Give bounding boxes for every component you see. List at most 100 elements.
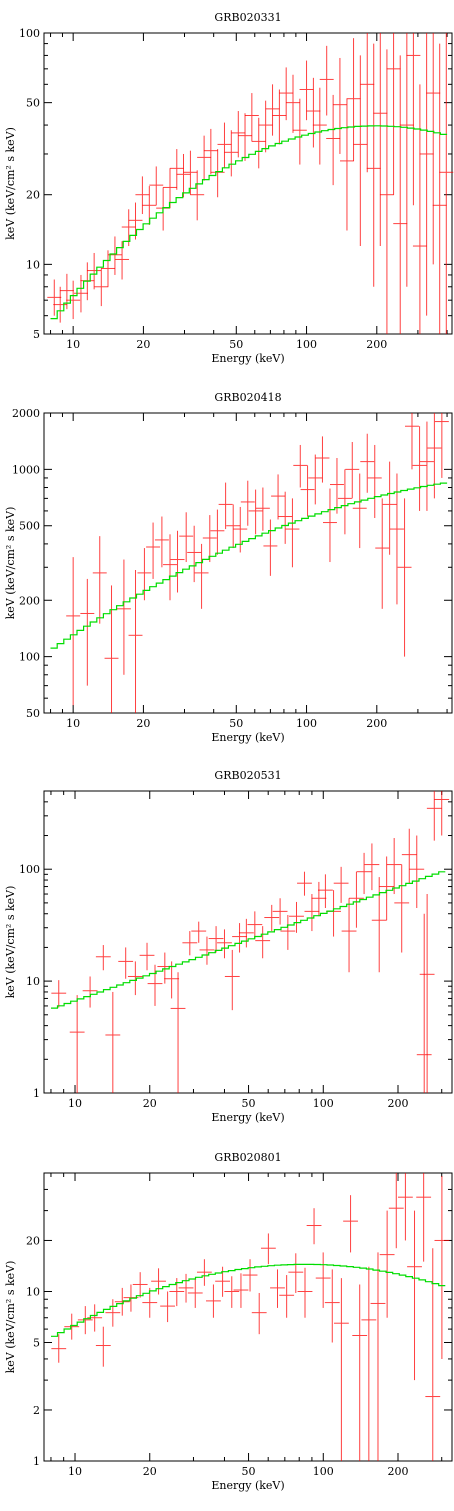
data-point: [154, 516, 169, 568]
data-point: [66, 557, 81, 706]
data-point: [360, 433, 375, 493]
y-tick-label: 10: [26, 975, 40, 988]
data-point: [360, 33, 375, 173]
data-point: [272, 89, 287, 145]
data-point: [224, 130, 239, 177]
data-point: [80, 578, 95, 686]
data-point: [416, 1173, 432, 1262]
y-tick-label: 50: [26, 707, 40, 720]
data-point: [356, 852, 372, 895]
data-point: [319, 45, 334, 116]
data-point: [187, 525, 202, 583]
data-point: [53, 286, 68, 323]
data-point: [315, 1252, 331, 1308]
data-point: [317, 874, 333, 909]
data-point: [285, 498, 300, 568]
data-point: [238, 918, 254, 948]
data-point: [203, 128, 218, 175]
data-point: [364, 843, 380, 891]
data-point: [326, 94, 341, 186]
model-curve: [50, 125, 448, 320]
chart-title: GRB020418: [214, 391, 281, 404]
model-curve: [50, 482, 448, 649]
data-point: [292, 98, 307, 165]
data-point: [77, 1306, 93, 1335]
data-point: [382, 461, 397, 555]
data-point: [255, 487, 270, 531]
data-point: [394, 864, 410, 953]
data-point: [170, 530, 185, 593]
data-point: [82, 976, 98, 1008]
chart-title: GRB020331: [214, 11, 281, 24]
data-point: [87, 252, 102, 290]
plot-frame: [43, 1172, 453, 1462]
x-tick-label: 50: [242, 1465, 256, 1478]
data-point: [286, 74, 300, 133]
data-point: [64, 1313, 80, 1340]
data-point: [407, 1210, 422, 1381]
data-point: [187, 1278, 203, 1308]
y-axis-label: keV (keV/cm² s keV): [4, 886, 17, 999]
data-point: [196, 1259, 212, 1286]
data-point: [115, 241, 130, 280]
data-point: [128, 202, 143, 240]
x-tick-label: 200: [366, 338, 387, 351]
data-point: [197, 135, 212, 181]
data-point: [132, 1272, 148, 1298]
chart-title: GRB020801: [214, 1151, 281, 1164]
chart-grb020531: GRB020531 10 20 50 100 200 1 10 100 Energy (keV) k…: [4, 769, 453, 1124]
data-point: [332, 57, 347, 154]
data-point: [341, 898, 357, 973]
data-point: [279, 1275, 295, 1318]
data-point: [337, 469, 352, 535]
data-points: [51, 1173, 450, 1461]
data-point: [208, 926, 224, 953]
y-tick-label: 100: [19, 863, 40, 876]
data-point: [315, 436, 330, 483]
data-point: [217, 122, 232, 169]
data-point: [416, 913, 432, 1093]
x-tick-label: 10: [68, 1465, 82, 1478]
data-points: [66, 413, 449, 713]
data-point: [176, 153, 191, 198]
data-point: [272, 898, 288, 925]
data-point: [426, 791, 442, 841]
data-point: [217, 929, 232, 959]
data-point: [146, 522, 161, 579]
x-tick-label: 20: [136, 338, 150, 351]
data-point: [366, 43, 381, 287]
data-point: [147, 964, 163, 1006]
data-point: [114, 1287, 130, 1316]
y-tick-label: 5: [33, 1337, 40, 1350]
data-point: [59, 273, 74, 310]
data-point: [300, 465, 315, 517]
data-point: [419, 421, 434, 511]
y-tick-label: 1: [33, 1455, 40, 1468]
x-tick-label: 10: [68, 1097, 82, 1110]
data-point: [386, 838, 402, 895]
data-point: [312, 87, 327, 165]
data-point: [426, 33, 441, 265]
data-point: [182, 931, 198, 956]
data-point: [353, 55, 368, 247]
data-point: [231, 111, 246, 158]
data-point: [279, 67, 294, 121]
y-tick-label: 50: [26, 97, 40, 110]
x-tick-label: 200: [388, 1465, 409, 1478]
y-tick-label: 1: [33, 1087, 40, 1100]
y-tick-label: 200: [19, 594, 40, 607]
data-point: [371, 877, 387, 973]
data-point: [248, 489, 263, 535]
x-tick-label: 20: [136, 717, 150, 730]
data-point: [260, 1233, 276, 1265]
data-point: [232, 923, 247, 953]
y-tick-label: 10: [26, 1285, 40, 1298]
data-point: [104, 585, 119, 713]
x-tick-label: 100: [296, 338, 317, 351]
y-tick-label: 2: [33, 1404, 40, 1417]
data-point: [373, 33, 388, 247]
data-point: [118, 947, 134, 979]
data-point: [247, 911, 263, 939]
chart-title: GRB020531: [214, 769, 281, 782]
data-point: [304, 894, 320, 932]
